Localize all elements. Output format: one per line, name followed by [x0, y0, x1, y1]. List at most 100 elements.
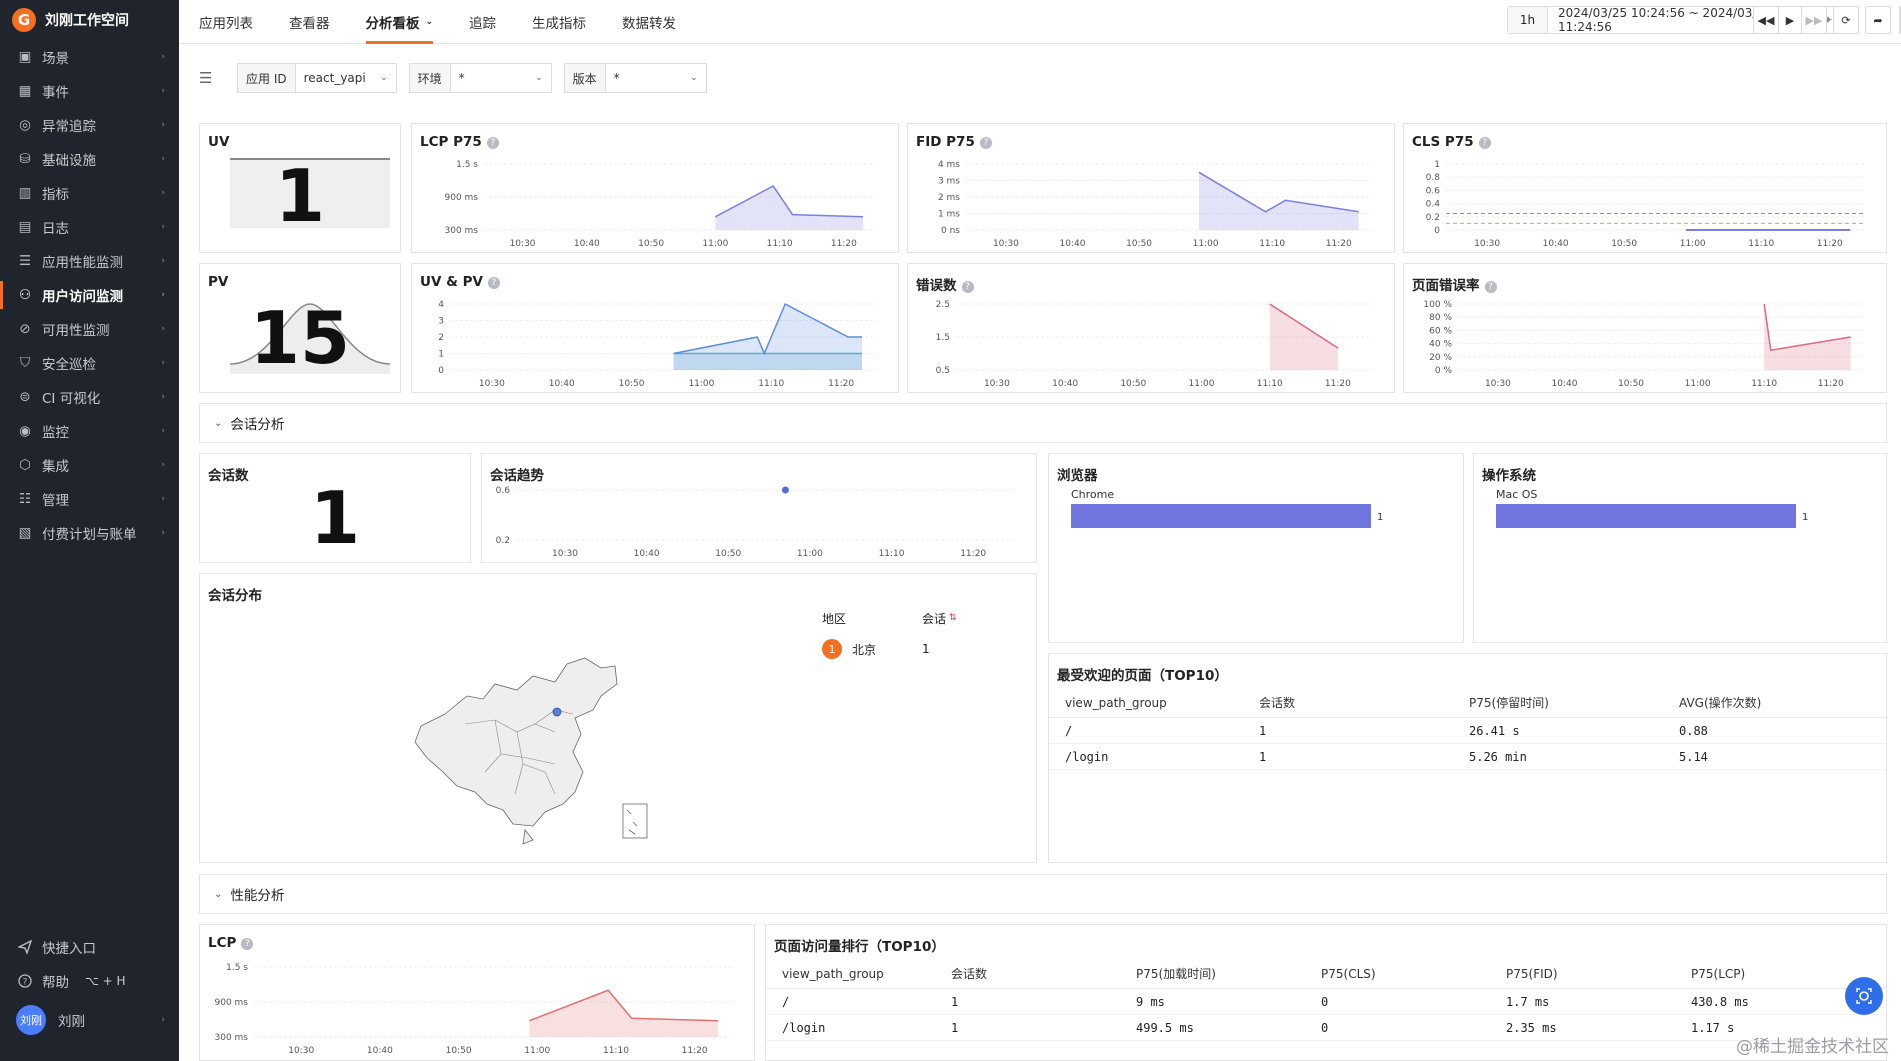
column-header[interactable]: P75(LCP): [1691, 966, 1746, 981]
series-area: [1199, 172, 1359, 230]
column-header[interactable]: P75(CLS): [1321, 966, 1376, 981]
session-header[interactable]: 会话: [922, 611, 947, 626]
sidebar-item[interactable]: ◎ 异常追踪 ›: [0, 108, 179, 142]
tab[interactable]: 生成指标: [532, 0, 586, 44]
y-tick-label: 1: [438, 350, 444, 360]
y-tick-label: 0.2: [1426, 213, 1440, 223]
help-icon[interactable]: ?: [1484, 281, 1497, 293]
y-tick-label: 0.8: [1426, 173, 1441, 183]
sidebar-item[interactable]: ⚇ 用户访问监测 ›: [0, 278, 179, 312]
session-section-header[interactable]: ⌄ 会话分析: [199, 403, 1887, 443]
tab[interactable]: 追踪: [469, 0, 496, 44]
time-range[interactable]: 2024/03/25 10:24:56 ~ 2024/03/25 11:24:5…: [1558, 6, 1772, 34]
region-table: 地区 会话 ⇅ 1 北京 1: [822, 604, 1022, 666]
refresh-icon[interactable]: ⟳: [1833, 6, 1859, 34]
bar-category-label: Chrome: [1071, 488, 1114, 501]
quick-entry[interactable]: 快捷入口: [0, 930, 179, 964]
help-icon[interactable]: ?: [487, 277, 500, 289]
sidebar-item[interactable]: ▥ 指标 ›: [0, 176, 179, 210]
table-row: 1 北京 1: [822, 632, 1022, 666]
column-header[interactable]: 会话数: [1259, 696, 1296, 710]
sidebar-item[interactable]: ⊘ 可用性监测 ›: [0, 312, 179, 346]
column-header[interactable]: AVG(操作次数): [1679, 696, 1762, 710]
pin-icon[interactable]: ✦: [1822, 13, 1834, 27]
help[interactable]: ? 帮助 ⌥ + H: [0, 964, 179, 998]
sidebar-item[interactable]: ▤ 日志 ›: [0, 210, 179, 244]
monitor-icon: ◉: [19, 423, 31, 439]
play-icon[interactable]: ▶: [1778, 6, 1802, 34]
sidebar-item[interactable]: ▣ 场景 ›: [0, 40, 179, 74]
region-count: 1: [922, 642, 930, 656]
bar-value-label: 1: [1377, 512, 1383, 523]
table-row[interactable]: /login 1 5.26 min 5.14: [1049, 744, 1886, 770]
column-header[interactable]: 会话数: [951, 967, 988, 981]
y-tick-label: 900 ms: [215, 998, 249, 1008]
sidebar-item[interactable]: ⛉ 安全巡检 ›: [0, 346, 179, 380]
sidebar-item[interactable]: ⊜ CI 可视化 ›: [0, 380, 179, 414]
tab[interactable]: 查看器: [289, 0, 330, 44]
y-tick-label: 20 %: [1429, 353, 1452, 363]
filter-value: *: [458, 71, 465, 85]
column-header[interactable]: P75(停留时间): [1469, 696, 1549, 710]
top-pages-card: 最受欢迎的页面（TOP10） view_path_group 会话数 P75(停留时…: [1048, 653, 1887, 863]
filter-version[interactable]: 版本 * ⌄: [563, 63, 707, 93]
filter-icon[interactable]: ☰: [199, 69, 213, 87]
region-header: 地区: [822, 611, 847, 626]
y-tick-label: 4 ms: [938, 160, 960, 170]
sidebar-item[interactable]: ▦ 事件 ›: [0, 74, 179, 108]
table-row[interactable]: /login 1 499.5 ms 0 2.35 ms 1.17 s: [766, 1015, 1886, 1041]
series-area: [1764, 304, 1851, 370]
x-tick-label: 11:00: [797, 549, 823, 559]
rewind-icon[interactable]: ◀◀: [1753, 6, 1779, 34]
sidebar-item[interactable]: ⬡ 集成 ›: [0, 448, 179, 482]
series-line: [673, 302, 862, 356]
time-preset[interactable]: 1h: [1508, 7, 1548, 33]
sidebar-item[interactable]: ☷ 管理 ›: [0, 482, 179, 516]
x-tick-label: 11:20: [828, 379, 854, 389]
sidebar-item[interactable]: ▧ 付费计划与账单 ›: [0, 516, 179, 550]
column-header[interactable]: view_path_group: [1065, 695, 1167, 710]
performance-section-header[interactable]: ⌄ 性能分析: [199, 874, 1887, 914]
sort-icon[interactable]: ⇅: [949, 613, 957, 623]
table-header: view_path_group 会话数 P75(加载时间) P75(CLS) P75(F…: [766, 959, 1886, 989]
share-icon[interactable]: ➦: [1865, 6, 1891, 34]
tab[interactable]: 分析看板 ⌄: [365, 0, 433, 44]
filter-app-id[interactable]: 应用 ID react_yapi ⌄: [237, 63, 397, 93]
chart-perf_lcp: 1.5 s 900 ms 300 ms 10:30 10:40 10:50 11:00 11:…: [215, 963, 734, 1056]
forward-icon[interactable]: ▶▶: [1801, 6, 1827, 34]
china-map[interactable]: [405, 654, 665, 854]
tab[interactable]: 应用列表: [199, 0, 253, 44]
browser-title: 浏览器: [1057, 468, 1098, 484]
column-header[interactable]: P75(FID): [1506, 966, 1558, 981]
help-icon[interactable]: ?: [241, 938, 254, 950]
table-row[interactable]: / 1 26.41 s 0.88: [1049, 718, 1886, 744]
help-icon[interactable]: ?: [1478, 137, 1491, 149]
sidebar-item[interactable]: ☰ 应用性能监测 ›: [0, 244, 179, 278]
rank-badge: 1: [822, 639, 842, 659]
chart-fid: 4 ms 3 ms 2 ms 1 ms 0 ns 10:30 10:40 10:50 11:00…: [938, 160, 1372, 249]
column-header[interactable]: P75(加载时间): [1136, 967, 1216, 981]
x-tick-label: 11:20: [1325, 379, 1351, 389]
table-cell: 1: [951, 1020, 959, 1035]
x-tick-label: 10:50: [1618, 379, 1644, 389]
tab[interactable]: 数据转发: [622, 0, 676, 44]
series-line: [1269, 303, 1339, 349]
user-menu[interactable]: 刘刚 刘刚 ›: [0, 998, 179, 1042]
sidebar-item-label: CI 可视化: [42, 391, 101, 407]
filter-env[interactable]: 环境 * ⌄: [408, 63, 552, 93]
chevron-down-icon: ⌄: [690, 73, 698, 83]
assistant-button[interactable]: [1845, 977, 1883, 1015]
help-icon[interactable]: ?: [486, 137, 499, 149]
x-tick-label: 10:40: [549, 379, 575, 389]
sidebar-item[interactable]: ⛁ 基础设施 ›: [0, 142, 179, 176]
series-area: [673, 304, 862, 370]
brand-logo-icon: G: [12, 8, 36, 32]
x-tick-label: 11:00: [1680, 239, 1706, 249]
help-icon[interactable]: ?: [961, 281, 974, 293]
table-row[interactable]: / 1 9 ms 0 1.7 ms 430.8 ms: [766, 989, 1886, 1015]
help-icon[interactable]: ?: [979, 137, 992, 149]
workspace-switcher[interactable]: G 刘刚工作空间: [0, 0, 179, 40]
column-header[interactable]: view_path_group: [782, 966, 884, 981]
x-tick-label: 10:30: [993, 239, 1019, 249]
sidebar-item[interactable]: ◉ 监控 ›: [0, 414, 179, 448]
